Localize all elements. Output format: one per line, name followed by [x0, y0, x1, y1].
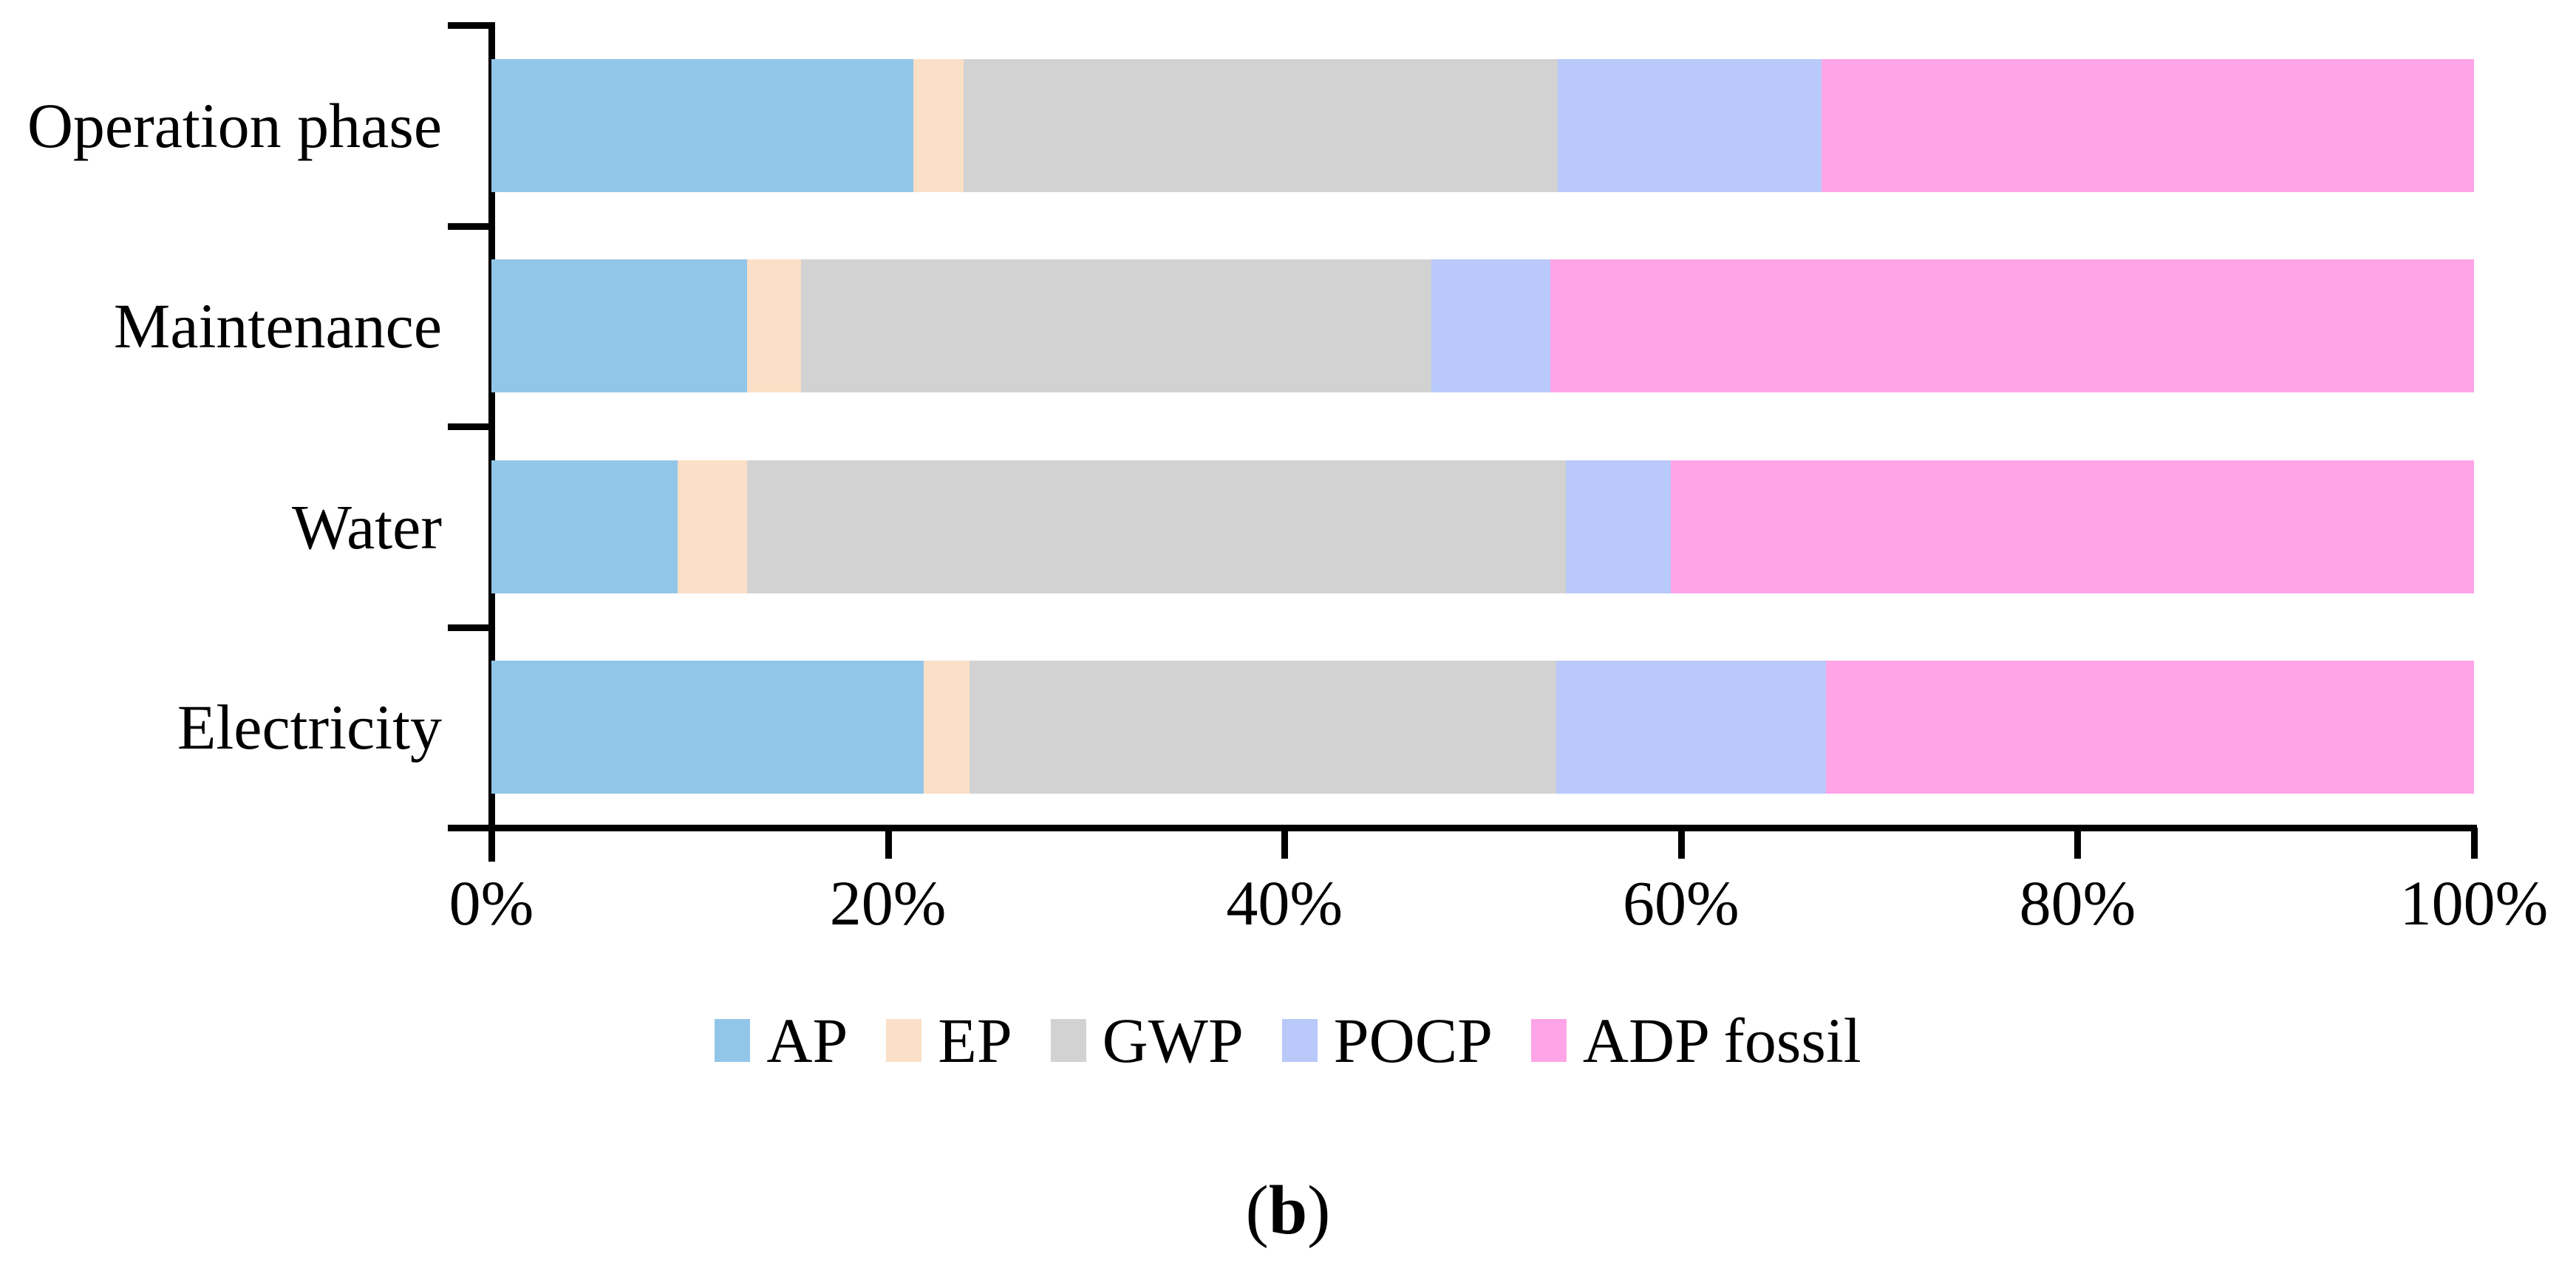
x-axis-tick: [2471, 828, 2478, 859]
bar-segment-ap: [491, 58, 914, 192]
legend-label: AP: [766, 1005, 848, 1076]
x-axis-tick: [2074, 828, 2082, 859]
legend-label: POCP: [1333, 1005, 1493, 1076]
legend-swatch-icon: [1530, 1019, 1567, 1062]
bar-row-operation-phase: [491, 58, 2474, 192]
bar-segment-ap: [491, 259, 748, 393]
legend-swatch-icon: [715, 1019, 751, 1062]
legend-entry-adp-fossil: ADP fossil: [1530, 1004, 1861, 1077]
x-axis-tick-label: 20%: [829, 868, 947, 939]
x-axis-tick-label: 60%: [1622, 868, 1740, 939]
x-axis-tick-label: 40%: [1226, 868, 1343, 939]
bar-row-water: [491, 460, 2474, 593]
bar-segment-adp-fossil: [1822, 58, 2474, 192]
bar-segment-ap: [491, 661, 924, 794]
figure-caption: (b): [0, 1166, 2576, 1255]
bar-segment-pocp: [1566, 460, 1672, 593]
caption-letter: b: [1268, 1172, 1308, 1249]
bar-segment-adp-fossil: [1550, 259, 2474, 393]
y-axis-line: [488, 22, 495, 862]
bar-row-maintenance: [491, 259, 2474, 393]
legend-swatch-icon: [1050, 1019, 1086, 1062]
legend-swatch-icon: [886, 1019, 922, 1062]
legend: AP EP GWP POCP ADP fossil: [0, 1004, 2576, 1077]
legend-entry-ep: EP: [886, 1004, 1012, 1077]
caption-open-paren: (: [1245, 1172, 1269, 1249]
bar-segment-gwp: [963, 58, 1558, 192]
bar-segment-pocp: [1431, 259, 1550, 393]
caption-close-paren: ): [1307, 1172, 1331, 1249]
y-axis-tick: [448, 624, 491, 631]
legend-entry-pocp: POCP: [1281, 1004, 1493, 1077]
bar-segment-ep: [678, 460, 748, 593]
x-axis-tick-label: 0%: [449, 868, 534, 939]
bar-segment-pocp: [1558, 58, 1822, 192]
bar-segment-ep: [913, 58, 964, 192]
legend-entry-gwp: GWP: [1050, 1004, 1244, 1077]
bar-segment-ap: [491, 460, 678, 593]
bar-segment-gwp: [969, 661, 1556, 794]
bar-segment-ep: [923, 661, 970, 794]
legend-entry-ap: AP: [715, 1004, 848, 1077]
legend-label: GWP: [1102, 1005, 1244, 1076]
y-axis-tick: [448, 222, 491, 230]
legend-swatch-icon: [1281, 1019, 1318, 1062]
legend-label: ADP fossil: [1582, 1005, 1861, 1076]
bar-segment-gwp: [800, 259, 1431, 393]
x-axis-tick: [1281, 828, 1289, 859]
y-axis-tick: [448, 22, 491, 29]
x-axis-line: [448, 825, 2477, 831]
bar-segment-adp-fossil: [1825, 661, 2474, 794]
category-label: Electricity: [177, 692, 442, 763]
bar-segment-pocp: [1556, 661, 1826, 794]
category-label: Maintenance: [113, 290, 442, 362]
category-label: Operation phase: [27, 89, 442, 161]
x-axis-tick: [885, 828, 892, 859]
x-axis-tick: [1677, 828, 1685, 859]
x-axis-tick-label: 100%: [2399, 868, 2549, 939]
bar-segment-ep: [747, 259, 801, 393]
y-axis-tick: [448, 423, 491, 430]
x-axis-tick-label: 80%: [2019, 868, 2136, 939]
bar-row-electricity: [491, 661, 2474, 794]
category-label: Water: [291, 491, 442, 562]
bar-segment-gwp: [747, 460, 1567, 593]
bar-segment-adp-fossil: [1671, 460, 2474, 593]
legend-label: EP: [938, 1005, 1012, 1076]
